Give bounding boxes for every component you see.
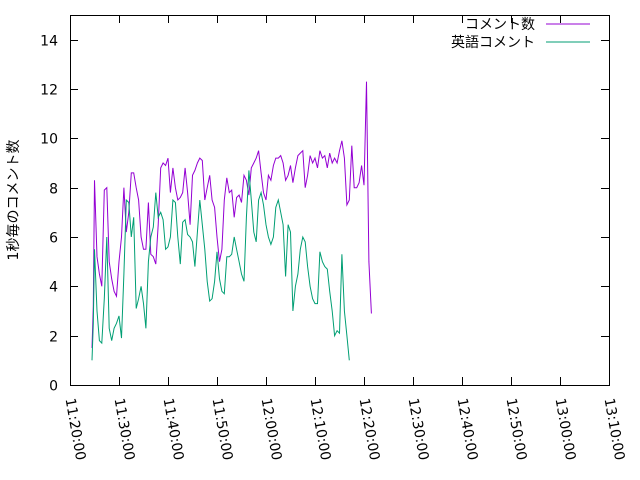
y-tick-label: 14: [40, 34, 58, 50]
legend-label: 英語コメント: [451, 34, 535, 51]
x-tick-label: 12:40:00: [454, 397, 481, 462]
x-tick-label: 11:40:00: [160, 397, 187, 462]
y-axis-ticks: 0 2 4 6 8 10 12 14: [40, 34, 609, 395]
x-tick-label: 12:30:00: [405, 397, 432, 462]
x-tick-label: 12:00:00: [258, 397, 285, 462]
x-tick-label: 12:50:00: [503, 397, 530, 462]
series-layer: [91, 81, 372, 361]
x-tick-label: 11:30:00: [111, 397, 138, 462]
y-axis-label: 1秒毎のコメント数: [6, 140, 22, 261]
x-tick-label: 13:10:00: [601, 397, 628, 462]
plot-frame: [70, 15, 610, 386]
y-tick-label: 6: [49, 231, 58, 247]
y-tick-label: 8: [49, 182, 58, 198]
x-tick-label: 12:20:00: [356, 397, 383, 462]
x-tick-label: 12:10:00: [307, 397, 334, 462]
x-tick-label: 13:00:00: [552, 397, 579, 462]
y-tick-label: 0: [49, 379, 58, 395]
x-tick-label: 11:20:00: [62, 397, 89, 462]
y-tick-label: 2: [49, 330, 58, 346]
y-tick-label: 10: [40, 132, 58, 148]
series-line-1: [91, 170, 350, 361]
y-tick-label: 4: [49, 280, 58, 296]
x-tick-label: 11:50:00: [209, 397, 236, 462]
series-line-0: [91, 81, 372, 349]
y-tick-label: 12: [40, 83, 58, 99]
legend-label: コメント数: [465, 17, 535, 33]
